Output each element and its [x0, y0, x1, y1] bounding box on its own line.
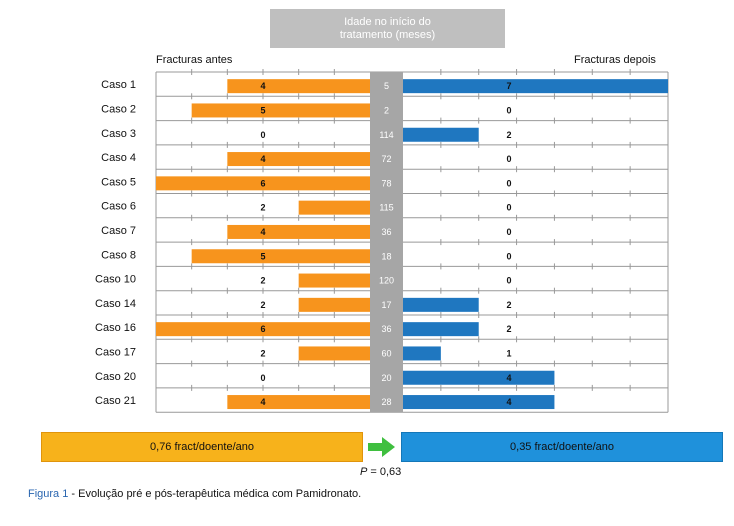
summary-after: 0,35 fract/doente/ano	[401, 432, 723, 462]
summary-before-label: 0,76 fract/doente/ano	[150, 441, 254, 453]
arrow-right-icon	[368, 437, 395, 457]
age-label: 60	[381, 348, 391, 358]
age-label: 120	[379, 276, 394, 286]
bar-after	[403, 346, 441, 361]
p-value-symbol: P	[360, 466, 368, 478]
bar-before-label: 2	[260, 348, 265, 358]
bar-after	[403, 370, 555, 385]
bar-before-label: 6	[260, 324, 265, 334]
bar-after-label: 4	[506, 397, 511, 407]
bar-before-label: 6	[260, 178, 265, 188]
bar-before-label: 4	[260, 154, 265, 164]
figure-caption: Figura 1 - Evolução pré e pós-terapêutic…	[28, 488, 361, 500]
bar-after-label: 7	[506, 81, 511, 91]
bar-before-label: 4	[260, 227, 265, 237]
age-label: 72	[381, 154, 391, 164]
age-label: 115	[379, 203, 393, 213]
category-label: Caso 4	[101, 152, 136, 164]
caption-figure-number: Figura 1	[28, 488, 69, 500]
age-label: 17	[381, 300, 391, 310]
bar-before-label: 4	[260, 81, 265, 91]
bar-before-label: 5	[260, 251, 265, 261]
bar-after-label: 4	[506, 373, 511, 383]
after-label: Fracturas depois	[574, 54, 656, 66]
age-label: 78	[381, 178, 391, 188]
age-label: 5	[384, 81, 389, 91]
age-header: Idade no início do tratamento (meses)	[270, 9, 505, 48]
bar-before	[156, 176, 370, 191]
category-label: Caso 21	[95, 395, 136, 407]
bar-before-label: 2	[260, 203, 265, 213]
before-label: Fracturas antes	[156, 54, 233, 66]
bar-before	[191, 103, 370, 118]
category-label: Caso 10	[95, 274, 136, 286]
category-label: Caso 5	[101, 176, 136, 188]
age-label: 2	[384, 105, 389, 115]
bar-after-label: 1	[506, 348, 511, 358]
category-label: Caso 14	[95, 298, 136, 310]
bar-before	[191, 249, 370, 264]
bar-before	[156, 322, 370, 337]
bar-before	[227, 152, 370, 167]
bar-after-label: 0	[506, 154, 511, 164]
category-label: Caso 16	[95, 322, 136, 334]
bar-before-label: 2	[260, 300, 265, 310]
bar-before	[227, 395, 370, 410]
bar-before-label: 5	[260, 105, 265, 115]
bar-before-label: 0	[260, 130, 265, 140]
bar-after	[403, 127, 479, 142]
bar-before	[227, 224, 370, 239]
age-header-label: Idade no início do tratamento (meses)	[339, 15, 436, 41]
category-label: Caso 17	[95, 346, 136, 358]
bar-before	[298, 273, 370, 288]
bar-after	[403, 395, 555, 410]
p-value: P = 0,63	[360, 466, 401, 478]
age-label: 36	[381, 227, 391, 237]
category-label: Caso 1	[101, 79, 136, 91]
bar-after-label: 2	[506, 130, 511, 140]
bar-after-label: 0	[506, 251, 511, 261]
bar-before-label: 4	[260, 397, 265, 407]
bar-after	[403, 322, 479, 337]
age-label: 28	[381, 397, 391, 407]
category-label: Caso 3	[101, 128, 136, 140]
bar-after	[403, 297, 479, 312]
summary-after-label: 0,35 fract/doente/ano	[510, 441, 614, 453]
summary-before: 0,76 fract/doente/ano	[41, 432, 363, 462]
bar-before	[298, 200, 370, 215]
age-column	[370, 72, 403, 413]
age-label: 114	[379, 130, 393, 140]
p-value-number: = 0,63	[367, 466, 402, 478]
bar-before	[298, 297, 370, 312]
bar-after-label: 2	[506, 300, 511, 310]
category-label: Caso 20	[95, 371, 136, 383]
category-label: Caso 2	[101, 103, 136, 115]
bar-after-label: 0	[506, 178, 511, 188]
bar-after	[403, 79, 668, 94]
category-label: Caso 7	[101, 225, 136, 237]
bar-after-label: 0	[506, 105, 511, 115]
age-label: 36	[381, 324, 391, 334]
age-label: 18	[381, 251, 391, 261]
caption-text: - Evolução pré e pós-terapêutica médica …	[68, 488, 362, 500]
bar-after-label: 0	[506, 203, 511, 213]
category-label: Caso 6	[101, 201, 136, 213]
bar-before	[227, 79, 370, 94]
bar-after-label: 0	[506, 227, 511, 237]
category-label: Caso 8	[101, 249, 136, 261]
bar-before	[298, 346, 370, 361]
bar-after-label: 0	[506, 276, 511, 286]
age-label: 20	[381, 373, 391, 383]
bar-before-label: 0	[260, 373, 265, 383]
bar-before-label: 2	[260, 276, 265, 286]
bar-after-label: 2	[506, 324, 511, 334]
